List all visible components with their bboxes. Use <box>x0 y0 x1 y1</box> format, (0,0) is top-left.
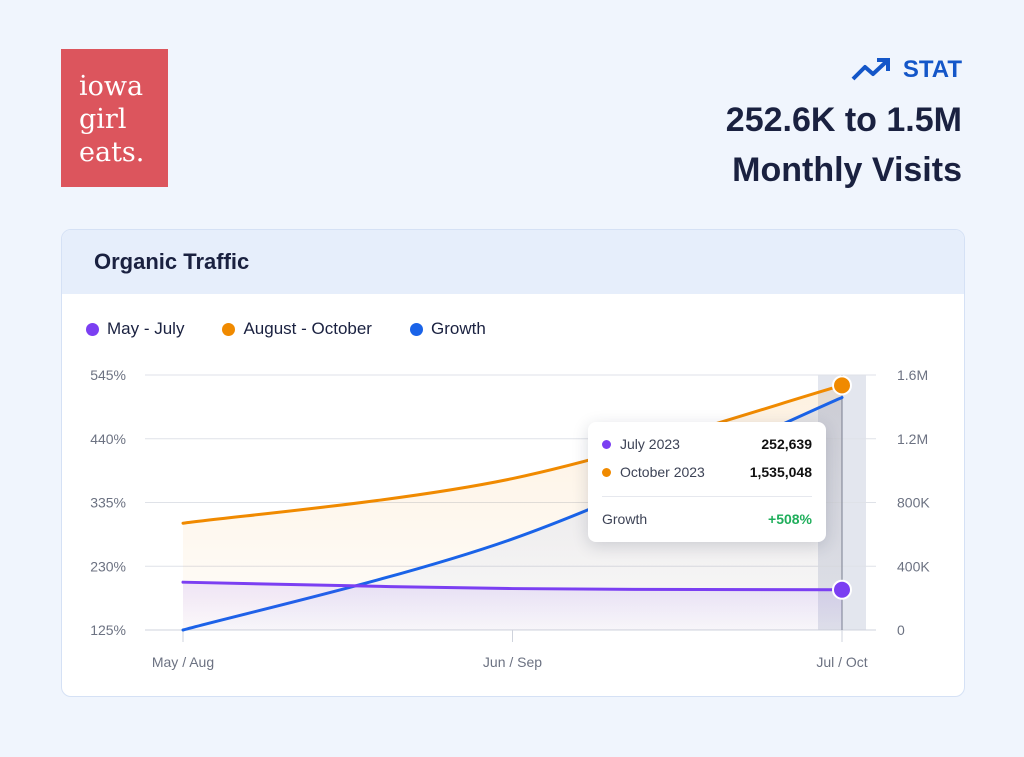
card-title: Organic Traffic <box>62 230 964 294</box>
legend-dot <box>222 322 236 336</box>
legend-dot <box>86 322 99 336</box>
tooltip-value: +508% <box>768 511 812 527</box>
stat-text: STAT <box>902 56 962 83</box>
legend-dot <box>409 322 423 336</box>
headline-line-1: 252.6K to 1.5M <box>725 101 962 139</box>
legend-label: August - October <box>243 319 372 338</box>
tooltip-label: October 2023 <box>620 464 705 480</box>
series-line <box>181 580 844 592</box>
series-area <box>183 582 842 630</box>
logo-line: eats. <box>79 137 145 168</box>
tooltip-row: October 2023 1,535,048 <box>602 464 812 480</box>
legend-item[interactable]: Growth <box>409 319 486 339</box>
x-tick-label: Jul / Oct <box>816 654 867 670</box>
right-tick-label: 1.2M <box>897 431 928 447</box>
legend-label: Growth <box>430 319 486 338</box>
logo-line: iowa <box>79 71 144 102</box>
tooltip-value: 1,535,048 <box>749 464 812 480</box>
tooltip-label: Growth <box>602 511 648 527</box>
series-line <box>181 383 844 525</box>
series-area <box>183 397 842 630</box>
legend-item[interactable]: August - October <box>222 319 372 339</box>
data-point-marker <box>832 579 852 600</box>
headline-line-2: Monthly Visits <box>732 151 962 189</box>
left-tick-label: 335% <box>90 495 126 511</box>
x-tick-label: Jun / Sep <box>483 654 542 670</box>
left-tick-label: 440% <box>90 431 126 447</box>
logo-line: girl <box>79 104 127 135</box>
legend: May - July August - October Growth <box>86 319 486 339</box>
legend-item[interactable]: May - July <box>86 319 184 339</box>
headline: 252.6K to 1.5M Monthly Visits <box>726 95 962 195</box>
stat-label: STAT <box>851 56 962 84</box>
tooltip-value: 252,639 <box>761 436 812 452</box>
x-tick-label: May / Aug <box>152 654 214 670</box>
tooltip-dot <box>602 439 611 449</box>
tooltip-label: July 2023 <box>620 436 680 452</box>
tooltip-divider <box>602 496 812 497</box>
right-tick-label: 1.6M <box>897 367 928 383</box>
tooltip-dot <box>602 467 611 477</box>
left-tick-label: 125% <box>90 622 126 638</box>
tooltip-growth: Growth +508% <box>602 511 812 527</box>
left-tick-label: 230% <box>90 558 126 574</box>
tooltip: July 2023 252,639 October 2023 1,535,048 G… <box>588 422 826 542</box>
right-tick-label: 400K <box>897 558 930 574</box>
logo: iowa girl eats. <box>61 49 168 187</box>
tooltip-row: July 2023 252,639 <box>602 436 812 452</box>
right-tick-label: 800K <box>897 495 930 511</box>
data-point-marker <box>832 375 852 396</box>
legend-label: May - July <box>107 319 185 338</box>
trending-up-icon <box>851 58 890 81</box>
right-tick-label: 0 <box>897 622 905 638</box>
left-tick-label: 545% <box>90 367 126 383</box>
